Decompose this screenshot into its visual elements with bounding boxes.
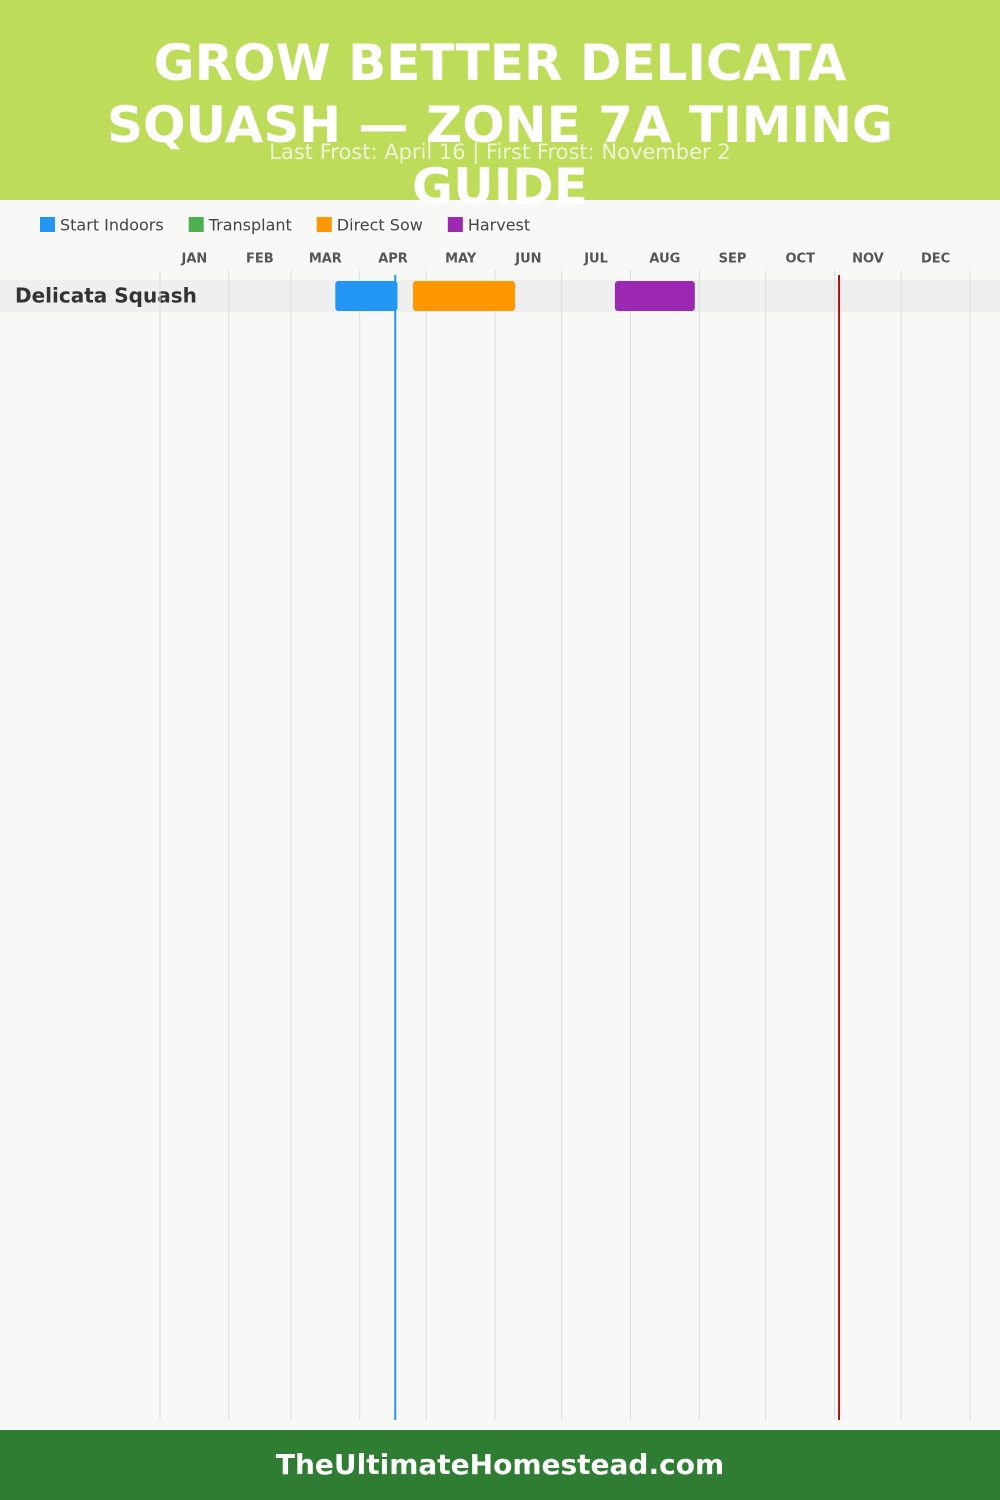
legend-swatch <box>188 217 204 232</box>
x-tick-label: JUN <box>514 252 541 267</box>
row-label: Delicata Squash <box>15 284 197 308</box>
legend-swatch <box>447 217 463 232</box>
legend-label: Harvest <box>468 216 530 235</box>
x-tick-label: SEP <box>719 252 747 267</box>
legend-label: Direct Sow <box>337 216 423 235</box>
x-tick-label: NOV <box>852 252 884 267</box>
legend-swatch <box>40 217 55 232</box>
x-tick-label: FEB <box>246 252 274 267</box>
task-bar <box>412 281 516 311</box>
x-tick-label: JUL <box>583 252 608 267</box>
subtitle: Last Frost: April 16 | First Frost: Nove… <box>269 140 731 164</box>
task-bar <box>614 281 695 311</box>
legend-swatch <box>316 217 332 232</box>
chart: Start Indoors Transplant Direct Sow Harvest… <box>0 216 1000 1420</box>
task-bar <box>335 281 398 311</box>
legend-label: Transplant <box>208 216 292 235</box>
x-tick-label: APR <box>378 252 408 267</box>
chart-title: GROW BETTER DELICATA SQUASH — ZONE 7A TI… <box>107 34 893 216</box>
x-tick-label: OCT <box>785 252 815 267</box>
legend-label: Start Indoors <box>60 216 164 235</box>
header: GROW BETTER DELICATA SQUASH — ZONE 7A TI… <box>0 0 1000 216</box>
x-tick-label: JAN <box>181 252 208 267</box>
footer: TheUltimateHomestead.com <box>0 1430 1000 1500</box>
x-tick-label: MAY <box>445 252 477 267</box>
x-tick-label: MAR <box>309 252 342 267</box>
x-tick-label: AUG <box>649 252 680 267</box>
x-tick-label: DEC <box>921 252 950 267</box>
